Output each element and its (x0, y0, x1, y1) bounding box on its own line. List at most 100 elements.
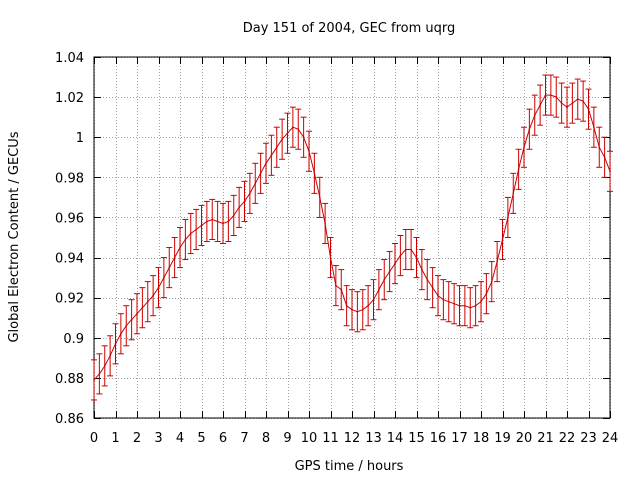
x-tick-label: 16 (430, 431, 447, 446)
x-tick-label: 6 (219, 431, 227, 446)
data-point (206, 220, 208, 223)
error-bar (91, 359, 97, 401)
x-tick-labels: 0 1 2 3 4 5 6 7 8 9 10 11 12 13 14 15 16 17 18 19 20 21 22 23 24 (90, 431, 618, 446)
error-bar (547, 74, 554, 116)
data-point (200, 224, 203, 227)
data-point (539, 104, 541, 106)
data-point (259, 172, 262, 175)
error-bar (96, 353, 103, 395)
data-point (469, 306, 472, 309)
x-tick-label: 9 (283, 431, 291, 446)
error-bar (107, 335, 114, 377)
error-bar (429, 267, 436, 309)
error-bar (601, 136, 608, 178)
tick-marks (94, 57, 611, 419)
y-tick-labels: 0.86 0.88 0.9 0.92 0.94 0.96 0.98 1 1.02 1.04 (55, 51, 84, 427)
error-bar (220, 202, 226, 245)
error-bar (408, 228, 415, 271)
error-bar (225, 200, 232, 243)
error-bar (134, 293, 140, 335)
x-tick-label: 10 (301, 431, 318, 446)
data-point (98, 373, 101, 375)
series-layer (91, 74, 613, 401)
data-point (517, 168, 520, 171)
data-point (480, 300, 482, 303)
data-point (410, 248, 412, 251)
data-point (232, 214, 235, 217)
data-point (458, 304, 461, 307)
data-point (345, 304, 348, 307)
error-bar (160, 257, 167, 299)
data-point (404, 248, 407, 251)
data-point (275, 146, 278, 149)
error-bar (375, 269, 382, 311)
data-point (555, 96, 558, 98)
error-bar (177, 226, 183, 269)
data-point (528, 128, 531, 130)
error-bar (332, 265, 339, 307)
data-point (130, 318, 133, 321)
error-bar (510, 172, 517, 214)
data-point (114, 342, 117, 345)
error-bar (607, 150, 613, 192)
error-bar (101, 345, 108, 387)
data-point (249, 192, 251, 195)
data-point (593, 126, 595, 128)
error-bar (246, 172, 253, 214)
data-point (582, 100, 584, 102)
data-point (351, 308, 353, 311)
error-bar (311, 152, 318, 194)
data-point (238, 206, 240, 209)
x-tick-label: 23 (580, 431, 597, 446)
data-point (566, 106, 568, 108)
data-point (399, 254, 402, 257)
error-bar (467, 287, 474, 329)
data-point (340, 288, 343, 291)
error-bar (155, 267, 162, 309)
data-point (447, 300, 450, 303)
error-bar (289, 106, 296, 148)
error-bar (478, 281, 484, 323)
error-bar (504, 196, 511, 238)
x-tick-label: 0 (90, 431, 98, 446)
data-point (173, 256, 176, 259)
y-axis-label: Global Electron Content / GECUs (7, 131, 22, 342)
data-point (195, 228, 197, 231)
data-point (356, 310, 359, 313)
error-bar (117, 313, 124, 355)
error-bar (354, 291, 361, 333)
error-bar (381, 259, 388, 301)
y-tick-label: 1.02 (55, 91, 84, 106)
error-bar (574, 78, 581, 120)
error-bar (182, 218, 189, 261)
error-bar (418, 249, 425, 291)
error-bar (214, 200, 221, 243)
data-point (120, 332, 122, 335)
error-bar (198, 204, 205, 247)
data-point (523, 146, 525, 149)
data-point (243, 200, 246, 203)
x-tick-label: 15 (408, 431, 425, 446)
data-point (157, 286, 160, 289)
error-bar (171, 237, 178, 279)
x-axis-label: GPS time / hours (295, 459, 404, 474)
data-point (394, 262, 396, 265)
x-tick-label: 1 (111, 431, 119, 446)
error-bar (494, 241, 501, 283)
error-bar (349, 289, 355, 331)
data-point (211, 218, 214, 221)
data-point (302, 136, 305, 139)
data-point (313, 172, 316, 175)
data-point (103, 365, 106, 367)
data-point (388, 270, 391, 273)
x-tick-label: 12 (344, 431, 361, 446)
data-point (286, 132, 289, 135)
error-bar (316, 176, 323, 218)
data-point (437, 294, 439, 297)
error-bar (402, 228, 409, 271)
y-tick-label: 0.94 (55, 252, 84, 267)
series-gec (91, 74, 613, 401)
y-tick-label: 0.9 (63, 332, 84, 347)
data-point (141, 306, 144, 309)
error-bar (150, 275, 157, 317)
